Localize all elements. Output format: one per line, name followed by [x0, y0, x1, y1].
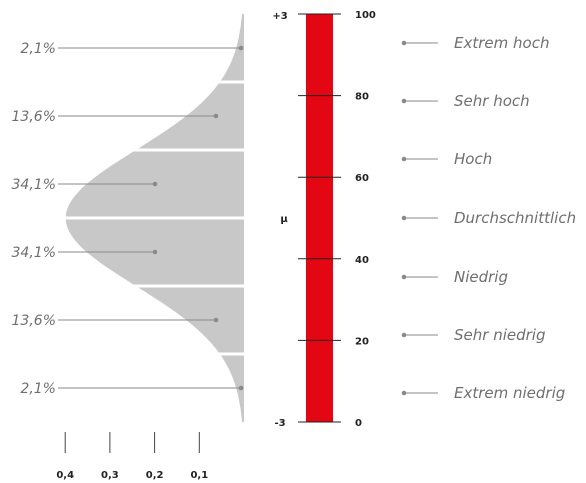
percentage-marker-dot: [152, 181, 158, 187]
percentage-label: 13,6%: [12, 313, 56, 329]
scale-tick-label: 100: [355, 10, 376, 21]
scale-tick-label: 60: [355, 173, 369, 184]
scale-top-label: +3: [272, 11, 287, 22]
band-separators: [63, 80, 245, 356]
category-labels: Extrem hoch Sehr hoch Hoch Durchschnittlich…: [401, 34, 576, 402]
scale-tick-label: 80: [355, 92, 369, 103]
density-tick-label: 0,3: [101, 470, 119, 481]
scale-ticks: 100 80 60 40 20 0: [298, 10, 376, 429]
category-label: Extrem niedrig: [454, 384, 565, 402]
category-label: Hoch: [454, 150, 492, 168]
percentage-label: 2,1%: [20, 381, 56, 397]
density-axis: 0,4 0,3 0,2 0,1: [56, 432, 208, 481]
percentage-marker-dot: [238, 385, 244, 391]
scale-mean-label: μ: [280, 214, 288, 225]
scale-tick-label: 40: [355, 255, 369, 266]
category-label: Sehr hoch: [454, 92, 530, 110]
scale-bottom-label: -3: [274, 418, 285, 429]
percentage-marker-dot: [152, 249, 158, 255]
percentage-label: 2,1%: [20, 41, 56, 57]
scale-tick-label: 20: [355, 336, 369, 347]
scale-tick-label: 0: [355, 418, 362, 429]
category-label: Durchschnittlich: [454, 209, 576, 227]
density-tick-label: 0,2: [146, 470, 164, 481]
percentage-label: 34,1%: [12, 245, 56, 261]
category-label: Niedrig: [454, 268, 508, 286]
percentage-marker-dot: [213, 113, 219, 119]
percentage-label: 13,6%: [12, 109, 56, 125]
percentage-marker-dot: [238, 45, 244, 51]
percentage-labels: 2,1% 13,6% 34,1% 34,1% 13,6% 2,1%: [12, 41, 244, 397]
category-label: Sehr niedrig: [454, 326, 545, 344]
percentage-label: 34,1%: [12, 177, 56, 193]
density-tick-label: 0,4: [56, 470, 74, 481]
percentage-marker-dot: [213, 317, 219, 323]
density-tick-label: 0,1: [190, 470, 208, 481]
category-label: Extrem hoch: [454, 34, 549, 52]
score-scale-bar: [306, 14, 333, 422]
